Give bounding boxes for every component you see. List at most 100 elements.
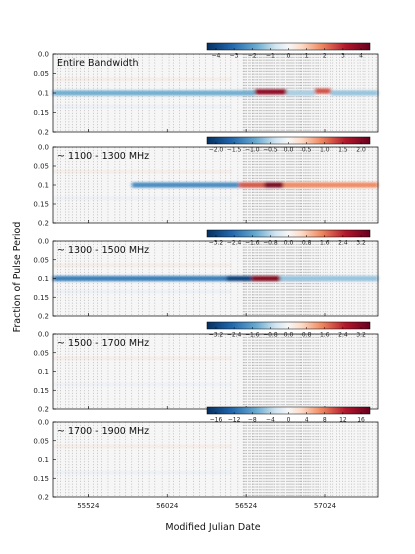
noise-band bbox=[53, 356, 232, 361]
panel-5: 0.0 0.05 0.1 0.15 0.2 55524 56024 56524 57024 ~ 1… bbox=[33, 406, 379, 510]
colorbar-tick-label: 1.0 bbox=[320, 147, 330, 154]
noise-band bbox=[53, 169, 232, 174]
panel-title: ~ 1300 - 1500 MHz bbox=[57, 245, 149, 256]
x-axis-label: Modified Julian Date bbox=[165, 522, 260, 533]
x-tick-label: 56524 bbox=[235, 502, 258, 510]
y-tick-label: 0.1 bbox=[38, 90, 49, 98]
colorbar-tick-label: −16 bbox=[210, 417, 223, 424]
colorbar-tick-label: −0.8 bbox=[263, 240, 278, 247]
y-tick-label: 0.0 bbox=[38, 419, 49, 427]
y-tick-label: 0.05 bbox=[33, 437, 49, 445]
y-tick-label: 0.05 bbox=[33, 349, 49, 357]
colorbar: −3.2 −2.4 −1.6 −0.8 0.0 0.8 1.6 2.4 3.2 bbox=[206, 321, 371, 339]
panel-3: 0.0 0.05 0.1 0.15 0.2 ~ 1300 - 1500 MHz −3.2 −2… bbox=[33, 229, 379, 321]
noise-layer bbox=[53, 444, 232, 475]
colorbar-tick-label: 0.0 bbox=[284, 240, 294, 247]
colorbar-tick-label: 3.2 bbox=[356, 240, 366, 247]
residual-band bbox=[53, 275, 227, 282]
colorbar-tick-label: 1 bbox=[305, 53, 309, 60]
colorbar-tick-label: 2.0 bbox=[356, 147, 366, 154]
colorbar-tick-label: −1.5 bbox=[227, 147, 242, 154]
colorbar-tick-label: 16 bbox=[357, 417, 365, 424]
y-tick-label: 0.1 bbox=[38, 275, 49, 283]
colorbar-tick-label: −3 bbox=[230, 53, 239, 60]
colorbar: −16 −12 −8 −4 0 4 8 12 16 bbox=[206, 406, 371, 424]
panel-title: ~ 1700 - 1900 MHz bbox=[57, 426, 149, 437]
colorbar-tick-label: 0.8 bbox=[302, 240, 312, 247]
panel-background bbox=[53, 422, 378, 497]
x-tick-label: 55524 bbox=[77, 502, 100, 510]
y-tick-label: 0.0 bbox=[38, 144, 49, 152]
y-tick-label: 0.1 bbox=[38, 182, 49, 190]
panel-title: Entire Bandwidth bbox=[57, 58, 139, 69]
colorbar-tick-label: −8 bbox=[248, 417, 257, 424]
residual-band bbox=[131, 182, 240, 188]
colorbar-tick-label: −4 bbox=[212, 53, 221, 60]
y-tick-label: 0.15 bbox=[33, 387, 49, 395]
colorbar-tick-label: 0.0 bbox=[284, 332, 294, 339]
noise-band bbox=[53, 196, 232, 201]
colorbar-tick-label: 8 bbox=[323, 417, 327, 424]
colorbar-tick-label: 3 bbox=[341, 53, 345, 60]
y-tick-label: 0.2 bbox=[38, 220, 49, 228]
colorbar-tick-label: 4 bbox=[305, 417, 309, 424]
residual-band bbox=[264, 182, 284, 188]
noise-layer bbox=[53, 356, 232, 387]
panel-4: 0.0 0.05 0.1 0.15 0.2 ~ 1500 - 1700 MHz −3.2 −2… bbox=[33, 321, 379, 414]
epoch-lines bbox=[57, 334, 377, 409]
colorbar-tick-label: −0.5 bbox=[263, 147, 278, 154]
colorbar-tick-label: 4 bbox=[359, 53, 363, 60]
y-tick-label: 0.05 bbox=[33, 163, 49, 171]
y-tick-label: 0.05 bbox=[33, 256, 49, 264]
residual-band bbox=[280, 275, 378, 282]
noise-band bbox=[53, 263, 232, 268]
y-tick-label: 0.15 bbox=[33, 294, 49, 302]
colorbar: −4 −3 −2 −1 0 1 2 3 4 bbox=[206, 42, 371, 60]
y-tick-label: 0.1 bbox=[38, 368, 49, 376]
y-tick-label: 0.0 bbox=[38, 331, 49, 339]
residual-band bbox=[314, 88, 331, 94]
colorbar-tick-label: −12 bbox=[228, 417, 241, 424]
colorbar-tick-label: −4 bbox=[266, 417, 275, 424]
y-tick-label: 0.2 bbox=[38, 494, 49, 502]
colorbar: −3.2 −2.4 −1.6 −0.8 0.0 0.8 1.6 2.4 3.2 bbox=[206, 229, 371, 247]
colorbar-tick-label: 0 bbox=[287, 417, 291, 424]
panel-title: ~ 1500 - 1700 MHz bbox=[57, 338, 149, 349]
colorbar-tick-label: 2.4 bbox=[338, 332, 348, 339]
colorbar-tick-label: −2 bbox=[248, 53, 257, 60]
residual-features bbox=[53, 88, 378, 96]
y-tick-label: 0.1 bbox=[38, 456, 49, 464]
x-tick-label: 56024 bbox=[156, 502, 179, 510]
residual-band bbox=[283, 182, 378, 188]
colorbar-tick-label: 3.2 bbox=[356, 332, 366, 339]
residual-band bbox=[251, 275, 281, 282]
noise-layer bbox=[53, 77, 232, 109]
panel-title: ~ 1100 - 1300 MHz bbox=[57, 151, 149, 162]
colorbar-tick-label: −3.2 bbox=[209, 332, 224, 339]
residual-band bbox=[254, 89, 287, 95]
colorbar-tick-label: −1.6 bbox=[245, 240, 260, 247]
colorbar-tick-label: −2.4 bbox=[227, 240, 242, 247]
colorbar-tick-label: 1.6 bbox=[320, 332, 330, 339]
y-tick-label: 0.15 bbox=[33, 109, 49, 117]
colorbar-tick-label: 2 bbox=[323, 53, 327, 60]
colorbar-tick-label: 0.8 bbox=[302, 332, 312, 339]
colorbar-tick-label: 12 bbox=[339, 417, 347, 424]
noise-layer bbox=[53, 169, 232, 201]
noise-band bbox=[53, 444, 232, 449]
colorbar-tick-label: −2.4 bbox=[227, 332, 242, 339]
colorbar-tick-label: −1 bbox=[266, 53, 275, 60]
colorbar-tick-label: −2.0 bbox=[209, 147, 224, 154]
epoch-lines bbox=[57, 422, 377, 497]
residual-band bbox=[286, 90, 315, 96]
residual-band bbox=[330, 90, 378, 96]
residual-features bbox=[53, 275, 378, 282]
y-tick-label: 0.15 bbox=[33, 201, 49, 209]
colorbar-tick-label: −3.2 bbox=[209, 240, 224, 247]
noise-band bbox=[53, 289, 232, 294]
colorbar: −2.0 −1.5 −1.0 −0.5 0.0 0.5 1.0 1.5 2.0 bbox=[206, 136, 371, 154]
colorbar-tick-label: 2.4 bbox=[338, 240, 348, 247]
residual-band bbox=[226, 275, 252, 282]
